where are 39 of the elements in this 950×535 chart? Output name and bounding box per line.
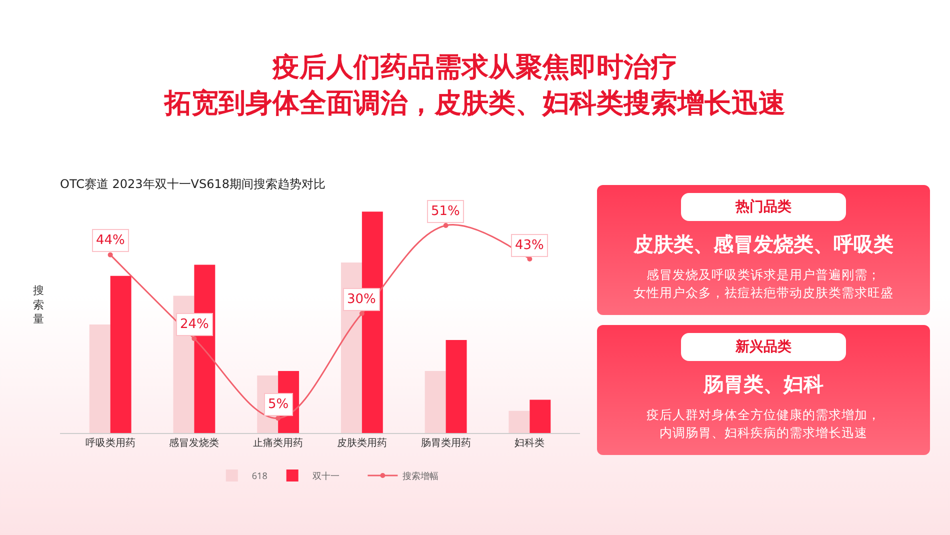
point <box>108 252 113 258</box>
data-label: 30% <box>347 292 376 307</box>
x-tick-label: 感冒发烧类 <box>169 435 220 449</box>
point <box>276 416 281 421</box>
y-axis-title: 搜索量 <box>33 283 44 327</box>
text: 感冒发烧及呼吸类诉求是用户普遍刚需； <box>646 267 880 282</box>
x-tick-label: 妇科类 <box>514 435 545 449</box>
text: 疫后人群对身体全方位健康的需求增加， <box>646 407 880 422</box>
x-tick-label: 止痛类用药 <box>253 435 304 449</box>
x-tick-label: 皮肤类用药 <box>336 435 387 449</box>
chart-subtitle: 拓宽到身体全面调治，皮肤类、妇科类搜索增长迅速 <box>162 87 786 121</box>
x-tick-label: 呼吸类用药 <box>85 435 136 449</box>
text: 新兴品类 <box>681 333 846 361</box>
legend-label: 618 <box>252 468 268 482</box>
data-label: 51% <box>431 204 460 219</box>
legend-label: 搜索增幅 <box>402 468 439 482</box>
bar <box>508 410 530 433</box>
data-label: 5% <box>268 397 289 412</box>
text: OTC赛道 2023年双十一VS618期间搜索趋势对比 <box>60 176 326 193</box>
point <box>359 310 364 316</box>
bar <box>446 340 467 433</box>
legend-label: 双十一 <box>312 468 340 482</box>
bar <box>89 324 110 433</box>
point <box>443 223 448 228</box>
x-tick-label: 肠胃类用药 <box>420 435 471 449</box>
data-label: 24% <box>180 317 209 332</box>
chart-title: 疫后人们药品需求从聚焦即时治疗 <box>271 51 678 85</box>
text: 皮肤类、感冒发烧类、呼吸类 <box>632 231 894 258</box>
point <box>527 256 532 262</box>
data-label: 44% <box>96 233 125 248</box>
text: 肠胃类、妇科 <box>702 371 824 398</box>
text: 女性用户众多，祛痘祛疤带动皮肤类需求旺盛 <box>634 285 894 300</box>
bar <box>530 400 551 433</box>
data-label: 43% <box>515 238 544 253</box>
text: 热门品类 <box>681 193 846 221</box>
bar <box>110 276 132 433</box>
text: 内调肠胃、妇科疾病的需求增长迅速 <box>660 425 868 440</box>
bar <box>424 371 446 433</box>
point <box>192 336 197 342</box>
